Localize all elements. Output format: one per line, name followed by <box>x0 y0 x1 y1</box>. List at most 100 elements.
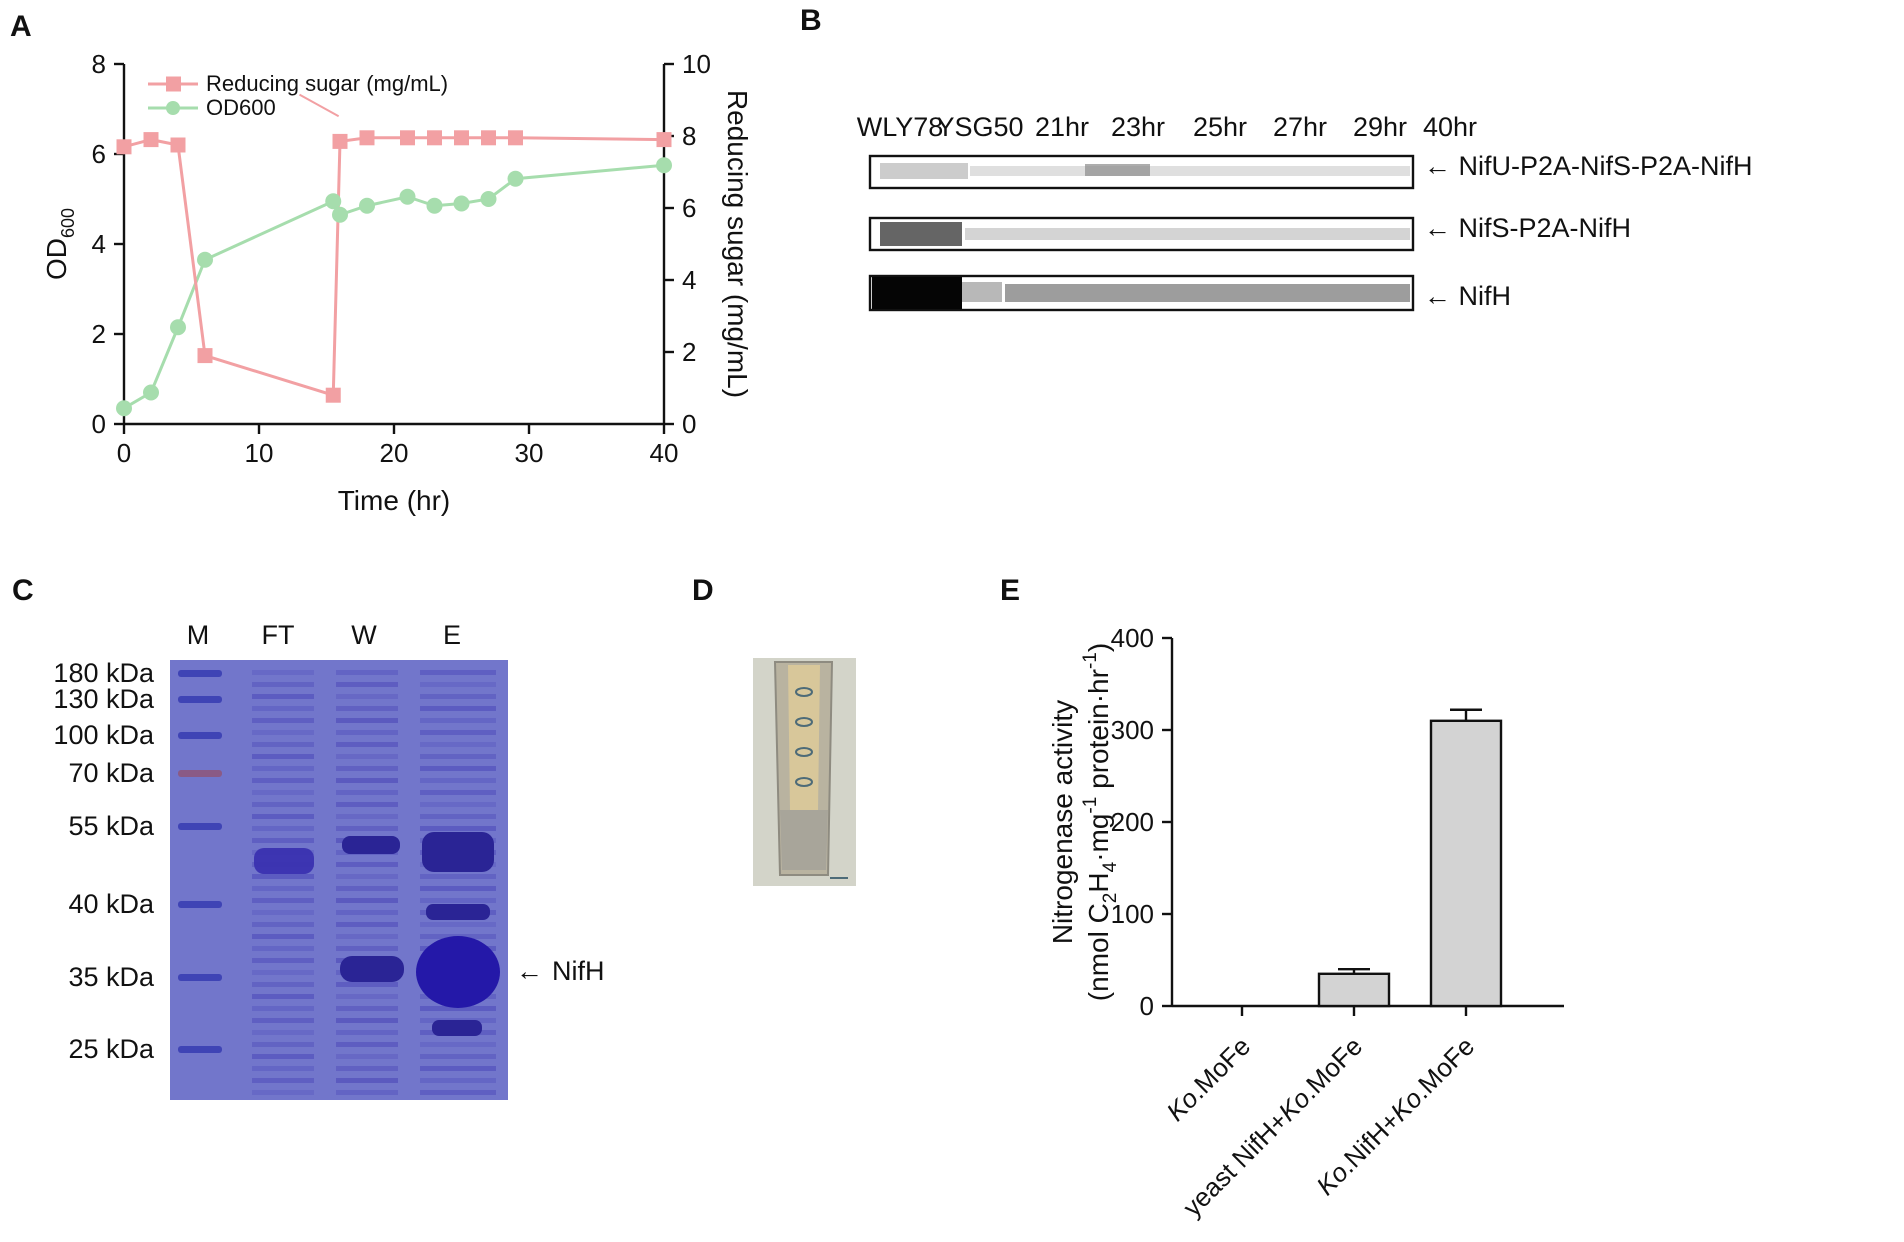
a-x-tick-label: 40 <box>650 438 679 468</box>
panel-letter-d: D <box>692 574 714 607</box>
a-right-tick-label: 4 <box>682 265 696 295</box>
sugar-point <box>116 139 132 155</box>
e-band-lower <box>432 1020 482 1036</box>
blot-strip-2 <box>868 216 1415 252</box>
od600-point <box>399 188 416 205</box>
e-category-label: Ko.MoFe <box>1160 1031 1256 1127</box>
sugar-point <box>454 130 469 146</box>
od600-point <box>116 400 132 417</box>
sugar-point <box>359 130 375 146</box>
gel-lane-label: FT <box>262 620 295 650</box>
sugar-point <box>325 387 341 403</box>
od600-point <box>143 384 159 401</box>
a-right-tick-label: 10 <box>682 49 711 79</box>
ladder-band <box>178 670 222 677</box>
ladder-band <box>178 732 222 739</box>
a-left-label-sub: 600 <box>58 208 78 238</box>
sugar-point <box>400 130 415 146</box>
gel-lane-label: W <box>351 620 377 650</box>
a-x-tick-label: 0 <box>117 438 131 468</box>
a-x-tick-label: 30 <box>515 438 544 468</box>
a-left-tick-label: 4 <box>92 229 106 259</box>
ladder-band <box>178 901 222 908</box>
e-y-axis-label: Nitrogenase activity (nmol C2H4·mg-1 pro… <box>1047 643 1121 1001</box>
gel-lane-labels: M FT W E <box>187 620 461 650</box>
sugar-point <box>143 132 159 148</box>
e-band-nifh <box>416 936 500 1008</box>
a-right-tick-label: 6 <box>682 193 696 223</box>
a-x-tick-label: 10 <box>245 438 274 468</box>
a-x-tick-label: 20 <box>380 438 409 468</box>
blot-lane-label: 40hr <box>1423 112 1477 142</box>
blot-lane-label: 23hr <box>1111 112 1165 142</box>
panel-a-series <box>116 93 672 417</box>
a-right-tick-label: 8 <box>682 121 696 151</box>
blot-lane-label: 29hr <box>1353 112 1407 142</box>
svg-text:Nitrogenase activity: Nitrogenase activity <box>1047 700 1078 944</box>
od600-point <box>325 193 342 210</box>
legend-sugar-label: Reducing sugar (mg/mL) <box>206 71 448 96</box>
blot-lane-label: WLY78 <box>857 112 944 142</box>
ft-band <box>254 848 314 874</box>
svg-text:OD600: OD600 <box>41 208 78 280</box>
gel-image <box>170 660 508 1100</box>
e-y-tick-label: 300 <box>1111 715 1154 745</box>
panel-letter-e: E <box>1000 574 1020 607</box>
gel-marker-label: 55 kDa <box>68 811 155 841</box>
w-band-upper <box>342 836 400 854</box>
gel-marker-label: 25 kDa <box>68 1034 155 1064</box>
gel-lane-label: M <box>187 620 210 650</box>
a-left-tick-label: 6 <box>92 139 106 169</box>
a-right-axis-label: Reducing sugar (mg/mL) <box>722 90 753 398</box>
legend-od-label: OD600 <box>206 95 276 120</box>
cuvette-photo <box>753 658 856 886</box>
panel-a-legend: Reducing sugar (mg/mL)OD600 <box>148 71 448 120</box>
blot-lane-label: YSG50 <box>936 112 1023 142</box>
legend-od-marker <box>166 101 180 115</box>
od600-point <box>359 197 375 214</box>
blot-band-labels: ← NifU-P2A-NifS-P2A-NifH ← NifS-P2A-NifH ←… <box>1424 151 1753 311</box>
gel-marker-label: 130 kDa <box>53 684 155 714</box>
sugar-point <box>508 130 523 146</box>
sugar-point <box>656 132 672 148</box>
blot-lane-label: 27hr <box>1273 112 1327 142</box>
gel-marker-label: 100 kDa <box>53 720 155 750</box>
svg-text:Reducing sugar (mg/mL): Reducing sugar (mg/mL) <box>722 90 753 398</box>
e-y-tick-label: 100 <box>1111 899 1154 929</box>
blot-band-label: ← NifH <box>1424 281 1511 311</box>
ladder-band <box>178 696 222 703</box>
gel-nifh-label: NifH <box>552 956 605 986</box>
e-y-tick-label: 0 <box>1140 991 1154 1021</box>
ladder-band <box>178 1046 222 1053</box>
panel-e-bars <box>1317 708 1503 1008</box>
od600-point <box>426 197 443 214</box>
blot-band-label: ← NifS-P2A-NifH <box>1424 213 1631 243</box>
gel-marker-label: 40 kDa <box>68 889 155 919</box>
sugar-point <box>197 348 213 364</box>
legend-sugar-marker <box>166 76 181 92</box>
od600-point <box>507 170 524 187</box>
a-right-tick-label: 2 <box>682 337 696 367</box>
od600-point <box>453 195 470 212</box>
blot-lane-label: 21hr <box>1035 112 1089 142</box>
w-band-nifh <box>340 956 404 982</box>
e-bar <box>1317 972 1391 1008</box>
blot-lane-label: 25hr <box>1193 112 1247 142</box>
a-left-tick-label: 0 <box>92 409 106 439</box>
a-left-tick-label: 2 <box>92 319 106 349</box>
od600-point <box>332 206 348 223</box>
a-left-tick-label: 8 <box>92 49 106 79</box>
svg-text:(nmol C2H4·mg-1 protein·hr-1): (nmol C2H4·mg-1 protein·hr-1) <box>1080 643 1121 1001</box>
od600-point <box>480 191 497 207</box>
od600-series-line <box>123 163 665 410</box>
ladder-band <box>178 974 222 981</box>
panel-letter-b: B <box>800 4 822 37</box>
blot-band-label: ← NifU-P2A-NifS-P2A-NifH <box>1424 151 1753 181</box>
